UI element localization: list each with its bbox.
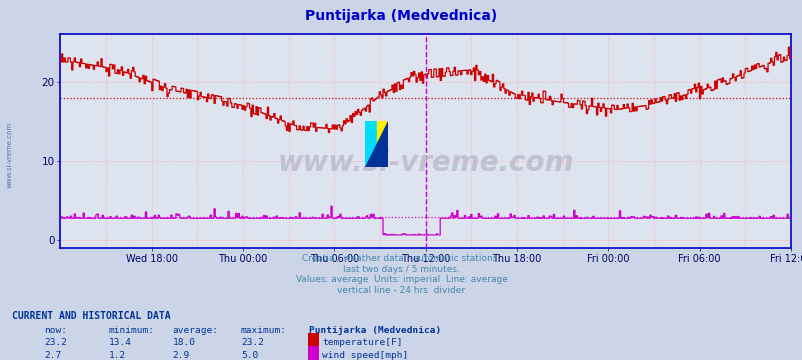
Text: CURRENT AND HISTORICAL DATA: CURRENT AND HISTORICAL DATA <box>12 311 171 321</box>
Text: www.si-vreme.com: www.si-vreme.com <box>6 122 12 188</box>
Text: wind speed[mph]: wind speed[mph] <box>322 351 407 360</box>
Text: last two days / 5 minutes.: last two days / 5 minutes. <box>342 265 460 274</box>
Text: 1.2: 1.2 <box>108 351 125 360</box>
Text: 23.2: 23.2 <box>44 338 67 347</box>
Text: temperature[F]: temperature[F] <box>322 338 402 347</box>
Text: Puntijarka (Medvednica): Puntijarka (Medvednica) <box>305 9 497 23</box>
Text: www.si-vreme.com: www.si-vreme.com <box>277 149 573 177</box>
Text: 2.9: 2.9 <box>172 351 189 360</box>
Text: average:: average: <box>172 326 218 335</box>
Text: maximum:: maximum: <box>241 326 286 335</box>
Polygon shape <box>365 121 387 167</box>
Text: 2.7: 2.7 <box>44 351 61 360</box>
Text: Puntijarka (Medvednica): Puntijarka (Medvednica) <box>309 326 441 335</box>
Text: now:: now: <box>44 326 67 335</box>
Text: Croatia / weather data - automatic stations.: Croatia / weather data - automatic stati… <box>302 254 500 263</box>
Text: Values: average  Units: imperial  Line: average: Values: average Units: imperial Line: av… <box>295 275 507 284</box>
Bar <box>376 121 387 167</box>
Text: 23.2: 23.2 <box>241 338 264 347</box>
Text: 18.0: 18.0 <box>172 338 196 347</box>
Bar <box>365 121 376 167</box>
Text: vertical line - 24 hrs  divider: vertical line - 24 hrs divider <box>337 286 465 295</box>
Text: minimum:: minimum: <box>108 326 154 335</box>
Text: 5.0: 5.0 <box>241 351 257 360</box>
Text: 13.4: 13.4 <box>108 338 132 347</box>
